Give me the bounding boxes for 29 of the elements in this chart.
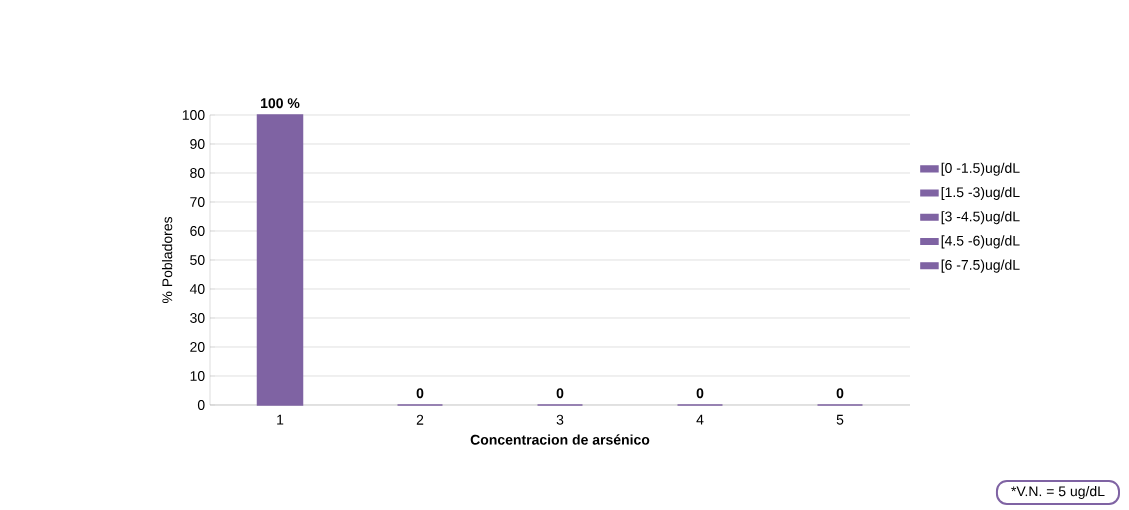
legend-label: [4.5 -6)ug/dL [941,235,1020,249]
x-axis-title: Concentracion de arsénico [470,434,650,445]
y-tick-label: 70 [190,197,205,207]
y-tick-label: 100 [182,110,205,120]
x-tick-label: 1 [277,414,284,425]
y-tick-label: 10 [190,371,205,381]
y-tick-label: 20 [190,342,205,352]
data-label: 0 [836,388,844,399]
legend-label: [3 -4.5)ug/dL [941,211,1020,225]
y-axis-title: % Pobladores [161,216,173,304]
x-tick-label: 3 [556,414,564,425]
legend-label: [6 -7.5)ug/dL [941,259,1020,273]
x-tick-label: 2 [416,414,424,425]
data-label: 0 [416,388,424,399]
y-tick-label: 40 [189,284,205,294]
data-label: 100 % [261,98,300,109]
text: *V.N. = 5 ug/dL [1011,485,1105,499]
data-label: 0 [696,388,704,399]
y-tick-label: 80 [190,168,205,178]
legend-label: [0 -1.5)ug/dL [941,162,1020,176]
y-tick-label: 60 [190,226,205,236]
legend-label: [1.5 -3)ug/dL [941,186,1020,200]
y-tick-label: 0 [197,400,205,410]
data-label: 0 [556,388,564,399]
y-tick-label: 30 [190,313,205,323]
y-tick-label: 90 [190,139,205,149]
x-tick-label: 4 [696,414,704,425]
x-tick-label: 5 [836,414,844,425]
y-tick-label: 50 [190,255,205,265]
